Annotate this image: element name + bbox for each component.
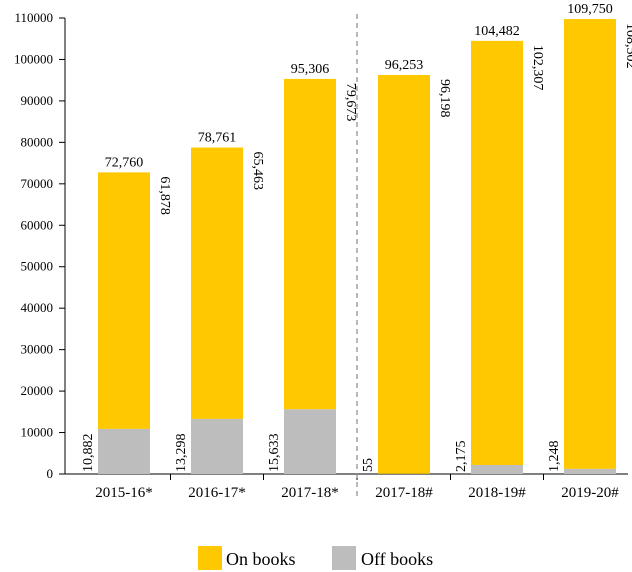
y-tick-label: 10000 <box>21 425 54 440</box>
y-tick-label: 30000 <box>21 342 54 357</box>
off-books-value-label: 1,248 <box>547 441 562 473</box>
total-label: 96,253 <box>385 58 424 73</box>
on-books-value-label: 79,673 <box>343 83 358 122</box>
bar-off-books <box>564 468 616 474</box>
y-tick-label: 80000 <box>21 134 54 149</box>
off-books-value-label: 55 <box>361 458 376 472</box>
data-labels: 72,760 61,878 10,882 78,761 65,463 13,298 95,3… <box>81 2 632 472</box>
total-label: 109,750 <box>567 2 613 17</box>
legend-label: Off books <box>361 549 433 569</box>
bar-off-books <box>191 418 243 474</box>
x-tick-label: 2016-17* <box>188 485 246 501</box>
off-books-value-label: 15,633 <box>267 434 282 473</box>
off-books-value-label: 13,298 <box>174 434 189 473</box>
bar-on-books <box>98 172 150 429</box>
y-tick-label: 110000 <box>14 10 53 25</box>
legend: On books Off books <box>198 546 433 570</box>
bar-on-books <box>471 40 523 465</box>
bars <box>98 19 616 474</box>
bar-on-books <box>378 74 430 474</box>
y-tick-label: 40000 <box>21 300 54 315</box>
x-tick-label: 2018-19# <box>468 485 526 501</box>
bar-on-books <box>284 78 336 410</box>
x-tick-label: 2017-18* <box>281 485 339 501</box>
total-label: 95,306 <box>291 62 330 77</box>
legend-label: On books <box>226 549 296 569</box>
off-books-value-label: 2,175 <box>454 441 469 473</box>
legend-swatch <box>332 546 356 570</box>
total-label: 104,482 <box>474 24 520 39</box>
bar-off-books <box>471 464 523 474</box>
bar-on-books <box>191 147 243 419</box>
bar-off-books <box>98 428 150 474</box>
y-tick-label: 60000 <box>21 217 54 232</box>
on-books-value-label: 65,463 <box>250 151 265 190</box>
legend-swatch <box>198 546 222 570</box>
off-books-value-label: 10,882 <box>81 434 96 473</box>
x-tick-label: 2015-16* <box>95 485 153 501</box>
axes: 0 10000 20000 30000 40000 50000 60000 70000 8000… <box>14 10 628 501</box>
x-tick-label: 2019-20# <box>561 485 619 501</box>
bar-off-books <box>284 409 336 474</box>
on-books-value-label: 102,307 <box>530 45 545 91</box>
on-books-value-label: 108,502 <box>623 23 632 69</box>
y-tick-label: 50000 <box>21 259 54 274</box>
total-label: 72,760 <box>105 155 144 170</box>
y-tick-label: 90000 <box>21 93 54 108</box>
y-tick-label: 100000 <box>14 51 53 66</box>
bar-on-books <box>564 19 616 469</box>
total-label: 78,761 <box>198 130 237 145</box>
on-books-value-label: 61,878 <box>157 176 172 215</box>
y-tick-label: 20000 <box>21 383 54 398</box>
y-tick-label: 70000 <box>21 176 54 191</box>
on-books-value-label: 96,198 <box>437 79 452 118</box>
y-tick-label: 0 <box>47 466 54 481</box>
x-tick-label: 2017-18# <box>375 485 433 501</box>
